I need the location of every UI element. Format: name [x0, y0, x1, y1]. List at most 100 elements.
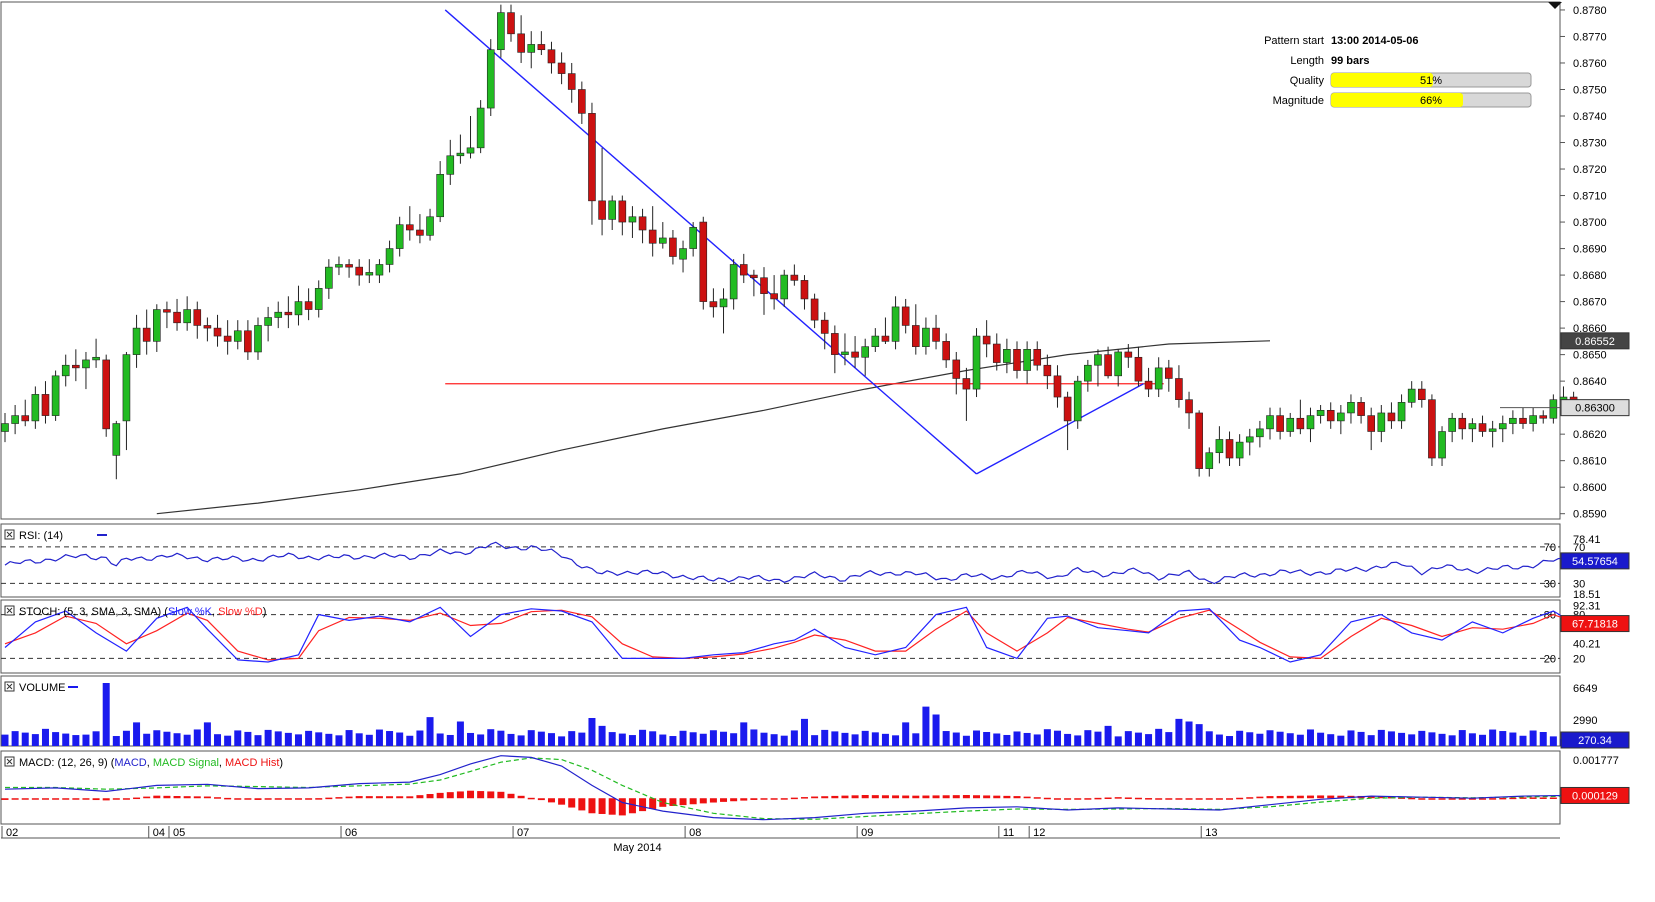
macd-hist-bar: [952, 795, 960, 799]
volume-bar: [1205, 731, 1213, 746]
macd-hist-bar: [1479, 798, 1487, 800]
volume-bar: [122, 730, 130, 746]
volume-bar: [598, 725, 606, 746]
macd-hist-bar: [1529, 797, 1537, 799]
volume-bar: [740, 722, 748, 746]
candle-down: [537, 44, 546, 51]
volume-bar: [841, 732, 849, 746]
volume-bar: [305, 730, 313, 746]
volume-bar: [962, 735, 970, 746]
macd-hist-bar: [1296, 795, 1304, 799]
candle-down: [547, 49, 556, 64]
volume-bar: [21, 732, 29, 746]
macd-hist-bar: [780, 798, 788, 800]
macd-hist-bar: [1205, 798, 1213, 800]
volume-bar: [244, 731, 252, 746]
candle-down: [1539, 415, 1548, 419]
volume-tick-label: 2990: [1573, 715, 1597, 727]
magnitude-label: Magnitude: [1273, 95, 1324, 107]
macd-hist-bar: [477, 791, 485, 799]
candle-up: [922, 327, 930, 347]
macd-hist-bar: [507, 793, 515, 799]
candle-up: [527, 44, 536, 53]
candle-down: [770, 293, 778, 300]
candle-down: [41, 394, 50, 416]
stoch-legend-d: Slow %D: [218, 606, 263, 618]
stoch-tick-label: 92.31: [1573, 601, 1601, 613]
volume-bar: [153, 730, 161, 746]
candle-up: [11, 415, 19, 424]
volume-bar: [639, 729, 647, 746]
volume-bar: [871, 732, 879, 746]
macd-value-tag-box: [1560, 786, 1630, 804]
macd-hist-bar: [41, 798, 49, 800]
volume-bar: [790, 730, 798, 746]
macd-hist-bar: [497, 791, 505, 799]
volume-bar: [284, 732, 292, 746]
volume-bar: [1296, 734, 1304, 746]
volume-bar: [1165, 732, 1173, 746]
candle-up: [385, 248, 394, 265]
volume-bar: [173, 733, 181, 746]
macd-hist-bar: [679, 798, 687, 806]
macd-hist-bar: [608, 798, 616, 815]
rsi-tick-label: 70: [1573, 542, 1585, 554]
candle-up: [294, 301, 303, 316]
volume-bar: [72, 735, 80, 746]
candle-up: [1205, 452, 1214, 469]
macd-hist-bar: [1549, 797, 1557, 800]
volume-bar: [345, 730, 353, 746]
candle-down: [345, 264, 353, 268]
volume-bar: [1124, 731, 1132, 746]
volume-bar: [335, 735, 343, 746]
macd-hist-bar: [183, 796, 191, 799]
volume-bar: [811, 735, 819, 746]
candle-up: [274, 311, 283, 318]
macd-legend-part: MACD Signal: [153, 757, 219, 769]
volume-bar: [578, 732, 586, 746]
candle-up: [729, 264, 738, 300]
macd-hist-bar: [800, 797, 808, 799]
candle-up: [891, 306, 900, 342]
volume-bar: [1519, 735, 1527, 746]
volume-bar: [679, 730, 687, 746]
volume-bar: [1215, 734, 1223, 746]
volume-bar: [1327, 734, 1335, 746]
candle-up: [1377, 412, 1386, 432]
macd-hist-bar: [1, 798, 9, 800]
volume-bar: [649, 731, 657, 746]
candle-up: [780, 274, 789, 300]
candle-up: [335, 264, 343, 268]
pattern-start-value: 13:00 2014-05-06: [1331, 35, 1418, 47]
candle-down: [942, 341, 950, 361]
candle-down: [750, 274, 758, 279]
macd-hist-bar: [922, 795, 930, 799]
macd-hist-bar: [740, 798, 748, 801]
volume-legend: VOLUME: [19, 682, 65, 694]
macd-hist-bar: [618, 798, 626, 816]
macd-hist-bar: [214, 797, 222, 799]
candle-up: [1468, 423, 1477, 430]
collapse-arrow-icon[interactable]: [1548, 2, 1562, 9]
macd-hist-bar: [973, 795, 981, 799]
macd-hist-bar: [1185, 798, 1193, 800]
macd-hist-bar: [1175, 798, 1183, 800]
macd-hist-bar: [1418, 798, 1426, 800]
candle-down: [648, 229, 657, 244]
macd-hist-bar: [871, 795, 879, 799]
volume-bar: [1438, 733, 1446, 746]
volume-bar: [1468, 733, 1476, 746]
macd-hist-bar: [1074, 798, 1082, 800]
candle-down: [193, 309, 202, 326]
macd-hist-bar: [1317, 795, 1325, 799]
macd-hist-bar: [163, 795, 171, 799]
macd-hist-bar: [598, 798, 606, 814]
candle-down: [21, 415, 30, 422]
macd-hist-bar: [1448, 798, 1456, 800]
macd-hist-bar: [467, 790, 475, 799]
volume-bar: [1175, 718, 1183, 746]
quality-value: 51%: [1420, 75, 1442, 87]
macd-hist-bar: [689, 798, 697, 805]
macd-hist-bar: [750, 798, 758, 800]
candle-down: [1043, 364, 1052, 377]
